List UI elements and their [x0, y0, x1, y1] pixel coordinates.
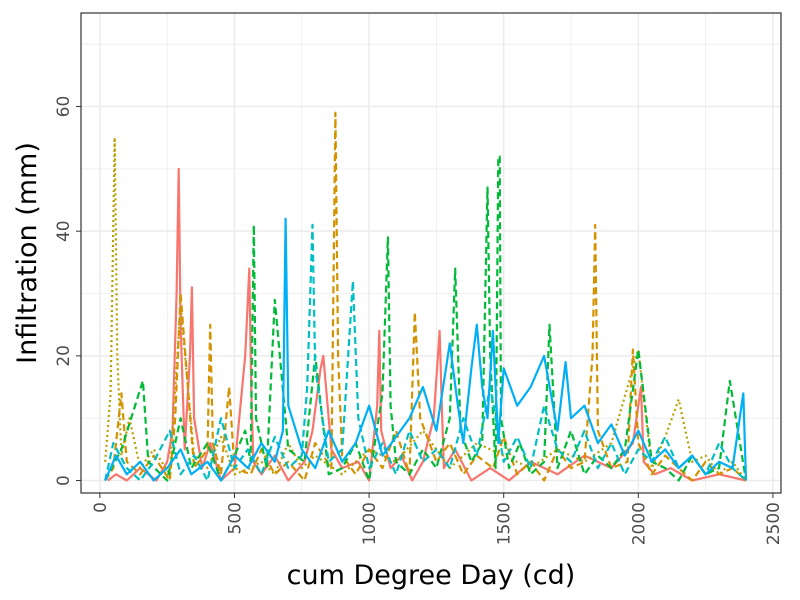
x-tick-label: 0: [91, 502, 111, 513]
x-tick-label: 2000: [629, 502, 649, 545]
panel-border: [80, 12, 782, 494]
x-tick-label: 2500: [764, 502, 784, 545]
series-line-6: [104, 217, 748, 482]
x-tick-label: 1500: [495, 502, 515, 545]
x-tick-label: 1000: [360, 502, 380, 545]
series-layer: [104, 111, 748, 482]
series-line-5: [104, 223, 747, 482]
y-tick-label: 0: [54, 475, 74, 486]
series-line-4: [104, 155, 748, 482]
y-tick-label: 40: [54, 220, 74, 242]
x-axis-ticks: 0 500 1000 1500 2000 2500: [91, 493, 784, 545]
x-tick-label: 500: [225, 502, 245, 534]
minor-gridlines: [81, 13, 781, 493]
x-axis-title: cum Degree Day (cd): [287, 560, 576, 591]
y-tick-label: 60: [54, 96, 74, 118]
series-line-1: [107, 167, 747, 482]
series-line-3: [104, 111, 747, 482]
y-tick-label: 20: [54, 345, 74, 367]
y-axis-title: Infiltration (mm): [12, 142, 43, 364]
y-axis-ticks: 0 20 40 60: [54, 96, 81, 486]
